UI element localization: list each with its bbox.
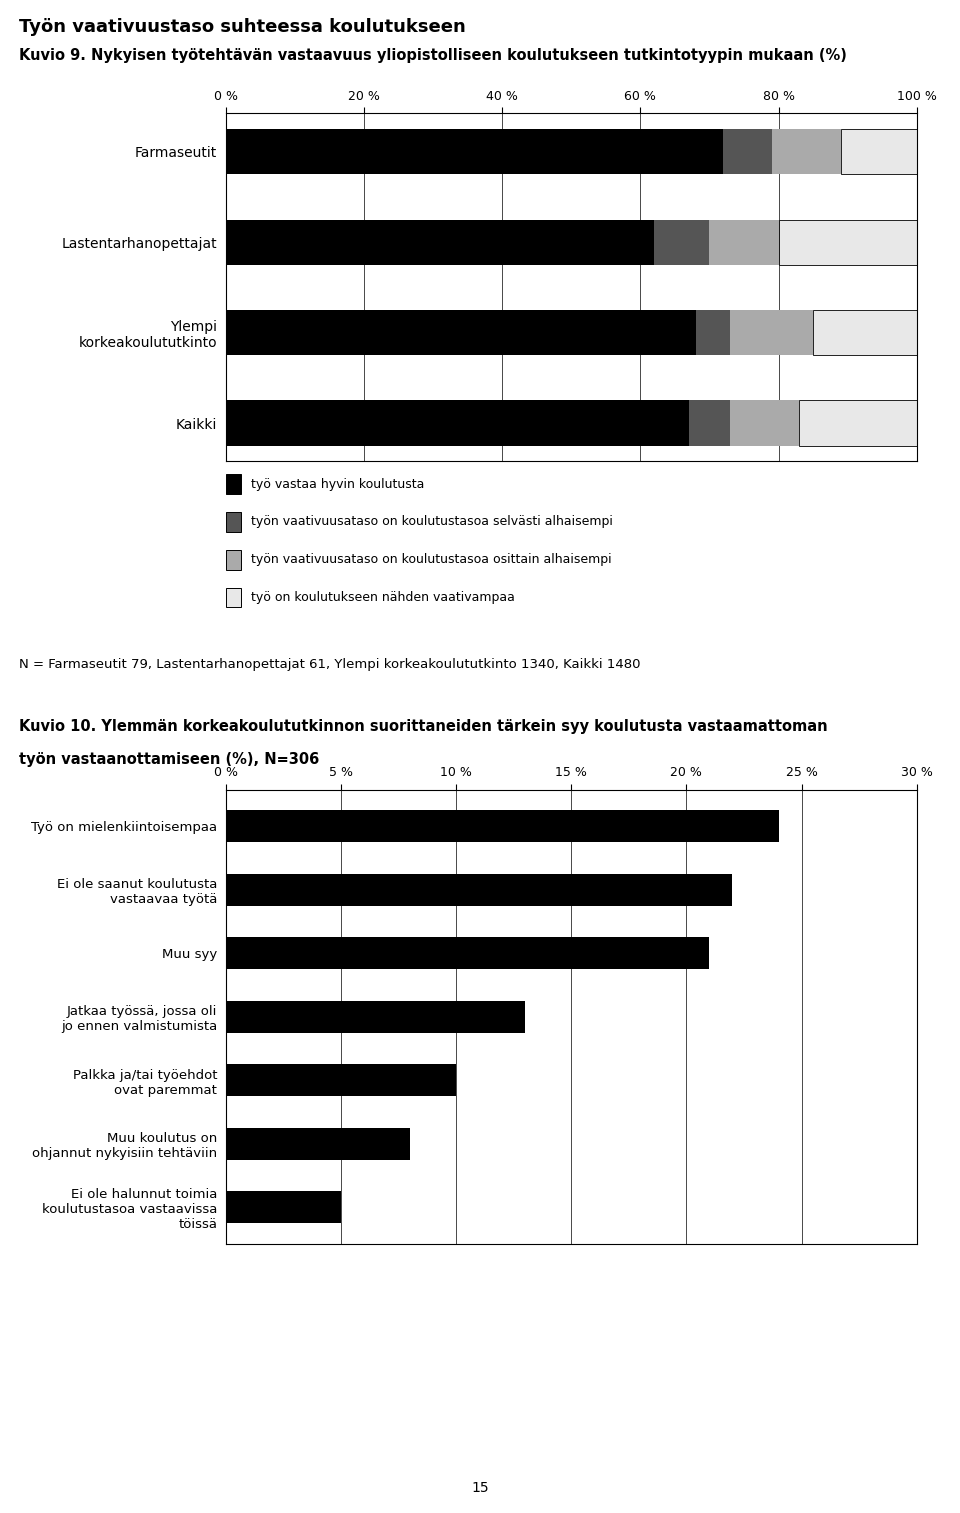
Bar: [226, 310, 696, 356]
Text: Kuvio 9. Nykyisen työtehtävän vastaavuus yliopistolliseen koulutukseen tutkintot: Kuvio 9. Nykyisen työtehtävän vastaavuus…: [19, 48, 847, 64]
Text: työn vastaanottamiseen (%), N=306: työn vastaanottamiseen (%), N=306: [19, 752, 320, 767]
Text: työn vaativuusataso on koulutustasoa osittain alhaisempi: työn vaativuusataso on koulutustasoa osi…: [251, 554, 612, 566]
Text: työn vaativuusataso on koulutustasoa selvästi alhaisempi: työn vaativuusataso on koulutustasoa sel…: [251, 516, 612, 528]
Bar: [226, 129, 723, 174]
Bar: [723, 129, 772, 174]
Bar: [226, 219, 654, 265]
Bar: [688, 401, 731, 446]
Bar: [226, 1191, 341, 1223]
Bar: [772, 129, 841, 174]
Bar: [226, 1002, 525, 1032]
Text: 15: 15: [471, 1481, 489, 1495]
Text: työ on koulutukseen nähden vaativampaa: työ on koulutukseen nähden vaativampaa: [251, 592, 515, 604]
Bar: [731, 310, 813, 356]
Bar: [696, 310, 731, 356]
Bar: [731, 401, 800, 446]
Bar: [226, 938, 709, 970]
Text: työ vastaa hyvin koulutusta: työ vastaa hyvin koulutusta: [251, 478, 424, 490]
Text: Työn vaativuustaso suhteessa koulutukseen: Työn vaativuustaso suhteessa koulutuksee…: [19, 18, 466, 36]
Bar: [800, 401, 917, 446]
Bar: [226, 811, 779, 843]
Bar: [226, 1064, 456, 1095]
Text: Kuvio 10. Ylemmän korkeakoulututkinnon suorittaneiden tärkein syy koulutusta vas: Kuvio 10. Ylemmän korkeakoulututkinnon s…: [19, 719, 828, 734]
Bar: [226, 401, 688, 446]
Bar: [226, 875, 732, 906]
Bar: [226, 1127, 410, 1159]
Text: N = Farmaseutit 79, Lastentarhanopettajat 61, Ylempi korkeakoulututkinto 1340, K: N = Farmaseutit 79, Lastentarhanopettaja…: [19, 658, 640, 672]
Bar: [779, 219, 917, 265]
Bar: [841, 129, 917, 174]
Bar: [709, 219, 779, 265]
Bar: [654, 219, 709, 265]
Bar: [813, 310, 917, 356]
